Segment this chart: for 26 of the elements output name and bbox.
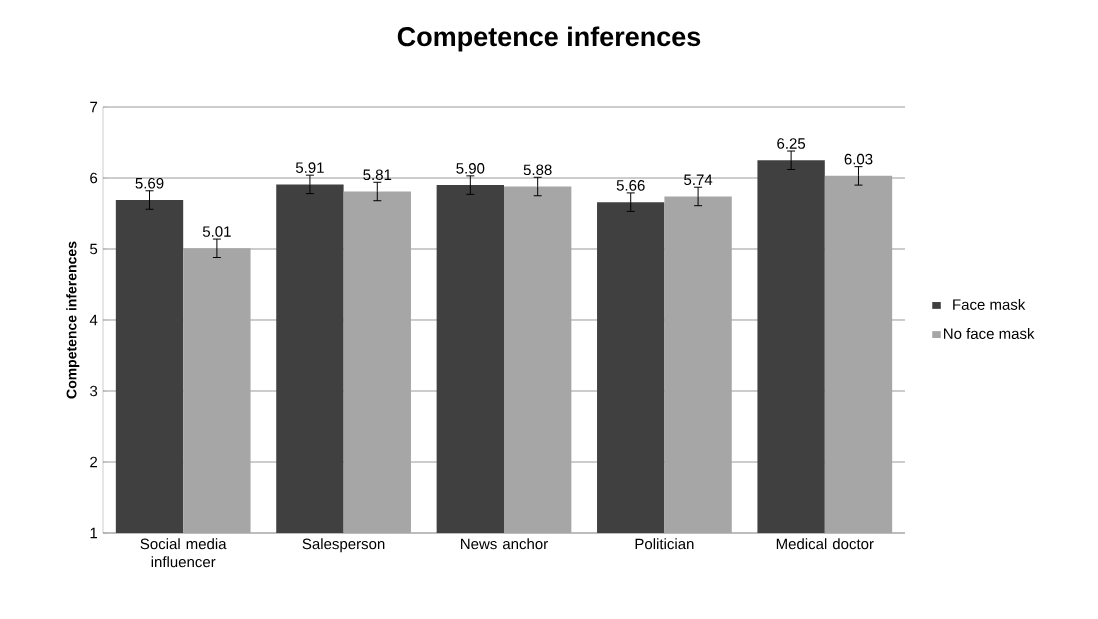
y-tick-label: 2 xyxy=(90,456,98,468)
data-label: 5.01 xyxy=(202,226,231,237)
y-tick-label: 3 xyxy=(90,385,98,397)
y-tick-label: 6 xyxy=(90,172,98,184)
x-tick-label: Salesperson xyxy=(302,538,385,553)
data-label: 5.81 xyxy=(363,169,392,181)
y-tick-label: 1 xyxy=(90,527,98,539)
data-label: 5.88 xyxy=(523,164,552,176)
x-tick-label: News anchor xyxy=(461,538,548,550)
data-label: 5.66 xyxy=(616,180,645,191)
data-label: 5.69 xyxy=(135,177,164,189)
x-tick-label: Social media influencer xyxy=(140,538,227,568)
y-tick-label: 7 xyxy=(90,101,98,113)
chart-title: Competence inferences xyxy=(397,26,701,52)
data-label: 6.03 xyxy=(844,153,873,165)
y-tick-label: 4 xyxy=(89,314,98,326)
data-label: 6.25 xyxy=(777,138,806,149)
data-label: 5.74 xyxy=(684,174,713,186)
y-axis-title: Competence inferences xyxy=(66,241,80,399)
legend-label: No face mask xyxy=(944,328,1035,340)
y-tick-label: 5 xyxy=(90,243,98,255)
x-tick-label: Politician xyxy=(635,538,694,550)
x-tick-label: Medical doctor xyxy=(776,538,874,550)
legend-label: Face mask xyxy=(953,298,1026,310)
data-label: 5.91 xyxy=(295,162,324,173)
data-label: 5.90 xyxy=(456,163,485,174)
